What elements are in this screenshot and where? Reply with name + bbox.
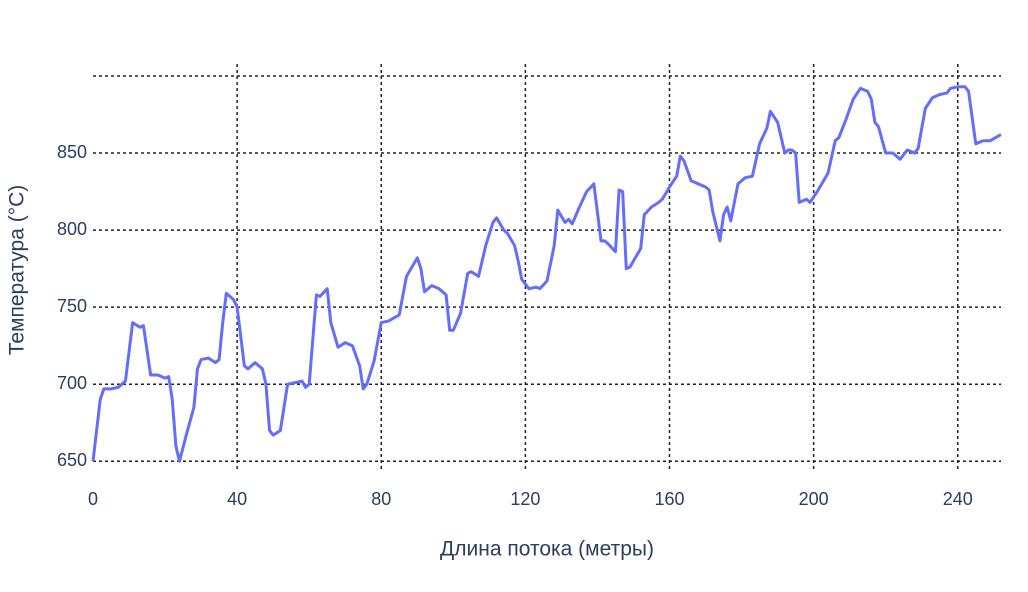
x-tick-label: 160 bbox=[654, 489, 684, 509]
y-tick-label: 850 bbox=[57, 142, 87, 162]
x-tick-label: 200 bbox=[799, 489, 829, 509]
line-series bbox=[91, 85, 1002, 463]
y-tick-label: 700 bbox=[57, 373, 87, 393]
y-tick-label: 800 bbox=[57, 219, 87, 239]
x-tick-label: 0 bbox=[88, 489, 98, 509]
y-axis-title: Температура (°C) bbox=[6, 185, 29, 356]
x-tick-label: 240 bbox=[943, 489, 973, 509]
x-tick-label: 40 bbox=[227, 489, 247, 509]
x-axis-title: Длина потока (метры) bbox=[440, 538, 654, 561]
y-tick-label: 650 bbox=[57, 450, 87, 470]
y-tick-label: 750 bbox=[57, 296, 87, 316]
x-tick-label: 120 bbox=[510, 489, 540, 509]
x-tick-label: 80 bbox=[371, 489, 391, 509]
